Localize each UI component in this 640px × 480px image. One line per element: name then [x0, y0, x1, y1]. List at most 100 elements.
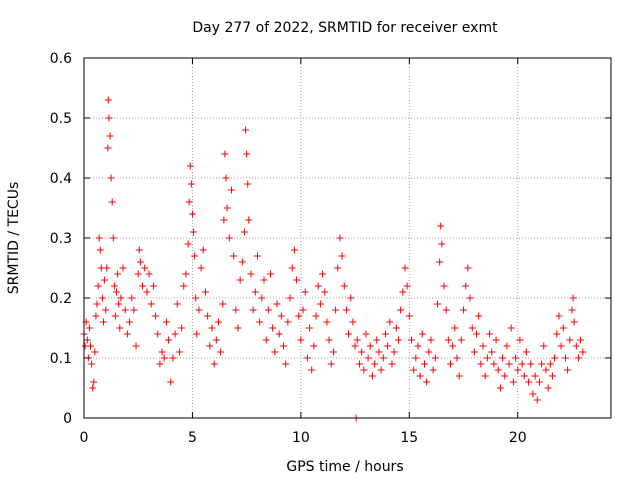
x-tick-label: 10: [292, 430, 310, 446]
data-point: [98, 294, 106, 302]
data-point: [217, 348, 225, 356]
x-tick-label: 15: [400, 430, 418, 446]
data-point: [199, 246, 207, 254]
data-point: [360, 366, 368, 374]
data-point: [533, 396, 541, 404]
data-point: [162, 318, 170, 326]
data-point: [110, 282, 118, 290]
data-point: [379, 354, 387, 362]
data-point: [180, 282, 188, 290]
data-point: [347, 294, 355, 302]
data-point: [158, 348, 166, 356]
data-point: [258, 294, 266, 302]
data-point: [540, 342, 548, 350]
data-point: [308, 366, 316, 374]
data-point: [182, 270, 190, 278]
data-point: [108, 198, 116, 206]
data-point: [221, 150, 229, 158]
data-point: [321, 288, 329, 296]
data-point: [544, 384, 552, 392]
data-point: [457, 336, 465, 344]
data-point: [525, 378, 533, 386]
data-point: [384, 342, 392, 350]
data-points: [80, 96, 587, 422]
data-point: [531, 372, 539, 380]
data-point: [368, 372, 376, 380]
data-point: [277, 312, 285, 320]
data-point: [288, 264, 296, 272]
data-point: [494, 366, 502, 374]
data-point: [116, 324, 124, 332]
data-point: [195, 306, 203, 314]
data-point: [548, 372, 556, 380]
data-point: [407, 336, 415, 344]
data-point: [92, 312, 100, 320]
data-point: [123, 330, 131, 338]
data-point: [85, 324, 93, 332]
data-point: [468, 324, 476, 332]
data-point: [483, 354, 491, 362]
data-point: [113, 288, 121, 296]
data-point: [349, 318, 357, 326]
data-point: [319, 270, 327, 278]
data-point: [569, 294, 577, 302]
data-point: [134, 270, 142, 278]
data-point: [453, 354, 461, 362]
data-point: [438, 240, 446, 248]
data-point: [388, 360, 396, 368]
data-point: [135, 246, 143, 254]
y-axis-ticks: 0 0.1 0.2 0.3 0.4 0.5 0.6: [50, 51, 611, 427]
data-point: [390, 348, 398, 356]
data-point: [429, 366, 437, 374]
data-point: [499, 354, 507, 362]
data-point: [481, 372, 489, 380]
data-point: [243, 150, 251, 158]
data-point: [334, 264, 342, 272]
data-point: [102, 306, 110, 314]
data-point: [535, 378, 543, 386]
data-point: [394, 336, 402, 344]
data-point: [141, 264, 149, 272]
data-point: [464, 264, 472, 272]
data-point: [220, 216, 228, 224]
data-point: [210, 360, 218, 368]
data-point: [107, 174, 115, 182]
data-point: [377, 366, 385, 374]
x-axis-ticks: 0 5 10 15 20: [80, 58, 527, 446]
data-point: [366, 342, 374, 350]
data-point: [514, 366, 522, 374]
data-point: [105, 114, 113, 122]
data-point: [232, 306, 240, 314]
data-point: [136, 258, 144, 266]
data-point: [434, 300, 442, 308]
data-point: [505, 360, 513, 368]
data-point: [488, 348, 496, 356]
data-point: [269, 324, 277, 332]
data-point: [538, 360, 546, 368]
x-axis-title: GPS time / hours: [286, 459, 403, 475]
data-point: [561, 354, 569, 362]
data-point: [375, 348, 383, 356]
data-point: [570, 318, 578, 326]
data-point: [579, 348, 587, 356]
data-point: [542, 366, 550, 374]
data-point: [165, 336, 173, 344]
data-point: [329, 348, 337, 356]
data-point: [260, 276, 268, 284]
data-point: [403, 282, 411, 290]
data-point: [191, 252, 199, 260]
data-point: [299, 306, 307, 314]
data-point: [212, 336, 220, 344]
data-point: [327, 360, 335, 368]
data-point: [197, 264, 205, 272]
data-point: [546, 360, 554, 368]
data-point: [551, 354, 559, 362]
data-point: [251, 288, 259, 296]
data-point: [555, 312, 563, 320]
y-axis-title: SRMTID / TECUs: [6, 182, 22, 295]
data-point: [522, 348, 530, 356]
data-point: [104, 144, 112, 152]
data-point: [518, 360, 526, 368]
data-point: [208, 324, 216, 332]
